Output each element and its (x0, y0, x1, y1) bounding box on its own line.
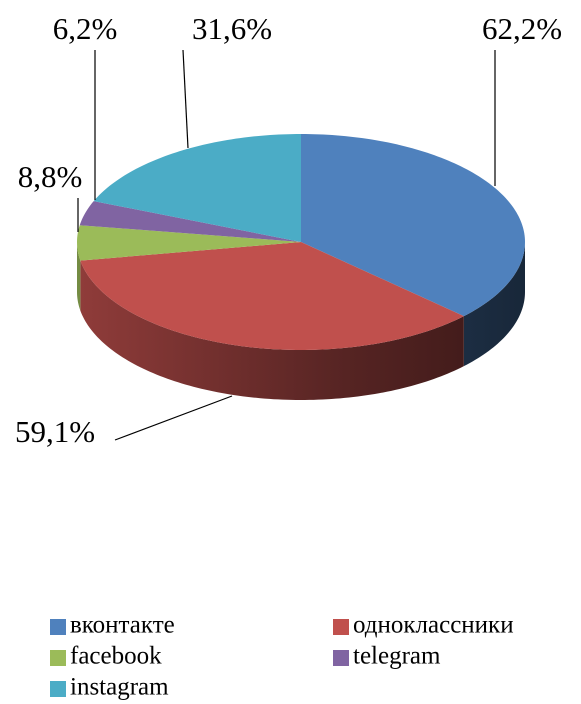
legend-swatch (333, 650, 349, 666)
data-label: 6,2% (53, 11, 118, 46)
legend-label: одноклассники (353, 612, 514, 639)
slice (80, 242, 464, 350)
legend-swatch (50, 650, 66, 666)
data-label: 8,8% (18, 159, 83, 194)
legend-swatch (50, 619, 66, 635)
slice-side (80, 260, 464, 400)
legend-swatch (333, 619, 349, 635)
data-label: 31,6% (192, 11, 272, 46)
slice (79, 201, 301, 242)
slice (301, 134, 525, 317)
leader-line (182, 49, 189, 149)
slice (93, 134, 302, 242)
legend-label: telegram (353, 643, 441, 670)
legend-label: вконтакте (70, 612, 175, 639)
slice-side (77, 242, 81, 311)
leader-line (114, 395, 233, 441)
data-label: 62,2% (482, 11, 562, 46)
legend-label: instagram (70, 674, 169, 701)
legend-swatch (50, 681, 66, 697)
legend-label: facebook (70, 643, 162, 670)
slice (77, 225, 301, 261)
slice-side (463, 242, 525, 367)
data-label: 59,1% (15, 414, 95, 449)
